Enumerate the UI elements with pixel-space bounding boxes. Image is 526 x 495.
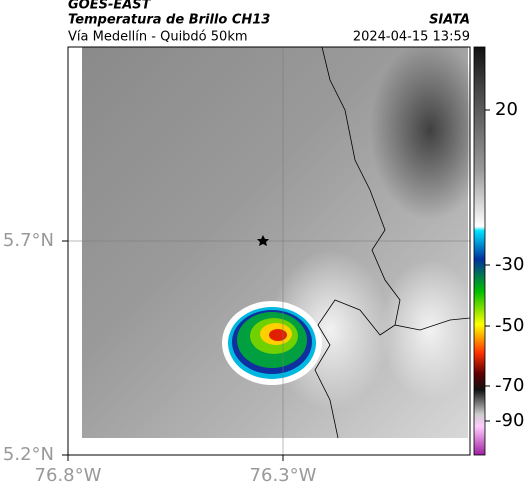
colorbar: [473, 46, 486, 456]
cold-cloud: [370, 47, 470, 220]
storm: [269, 329, 287, 341]
lon-label: 76.3°W: [250, 465, 317, 486]
satellite: GOES-EAST: [68, 0, 152, 13]
colorbar-label: -50: [495, 315, 524, 336]
colorbar-label: 20: [495, 99, 518, 120]
colorbar-label: -90: [495, 410, 524, 431]
warm-area: [380, 260, 470, 400]
title: Temperatura de Brillo CH13: [68, 13, 270, 28]
lat-label: 5.2°N: [3, 444, 54, 465]
labels: 5.7°N 5.2°N76.8°W 76.3°W 20 -30 -50 -70 -90: [3, 99, 525, 486]
lon-label: 76.8°W: [35, 465, 102, 486]
lat-label: 5.7°N: [3, 230, 54, 251]
map-image: [68, 47, 470, 455]
colorbar-label: -70: [495, 375, 524, 396]
datetime: 2024-04-15 13:59: [353, 30, 470, 45]
source: SIATA: [429, 13, 470, 28]
boundary: [314, 47, 470, 439]
city-marker: [257, 235, 269, 246]
subtitle: Vía Medellín - Quibdó 50km: [68, 30, 248, 45]
map-frame: [67, 46, 471, 456]
colorbar-label: -30: [495, 254, 524, 275]
